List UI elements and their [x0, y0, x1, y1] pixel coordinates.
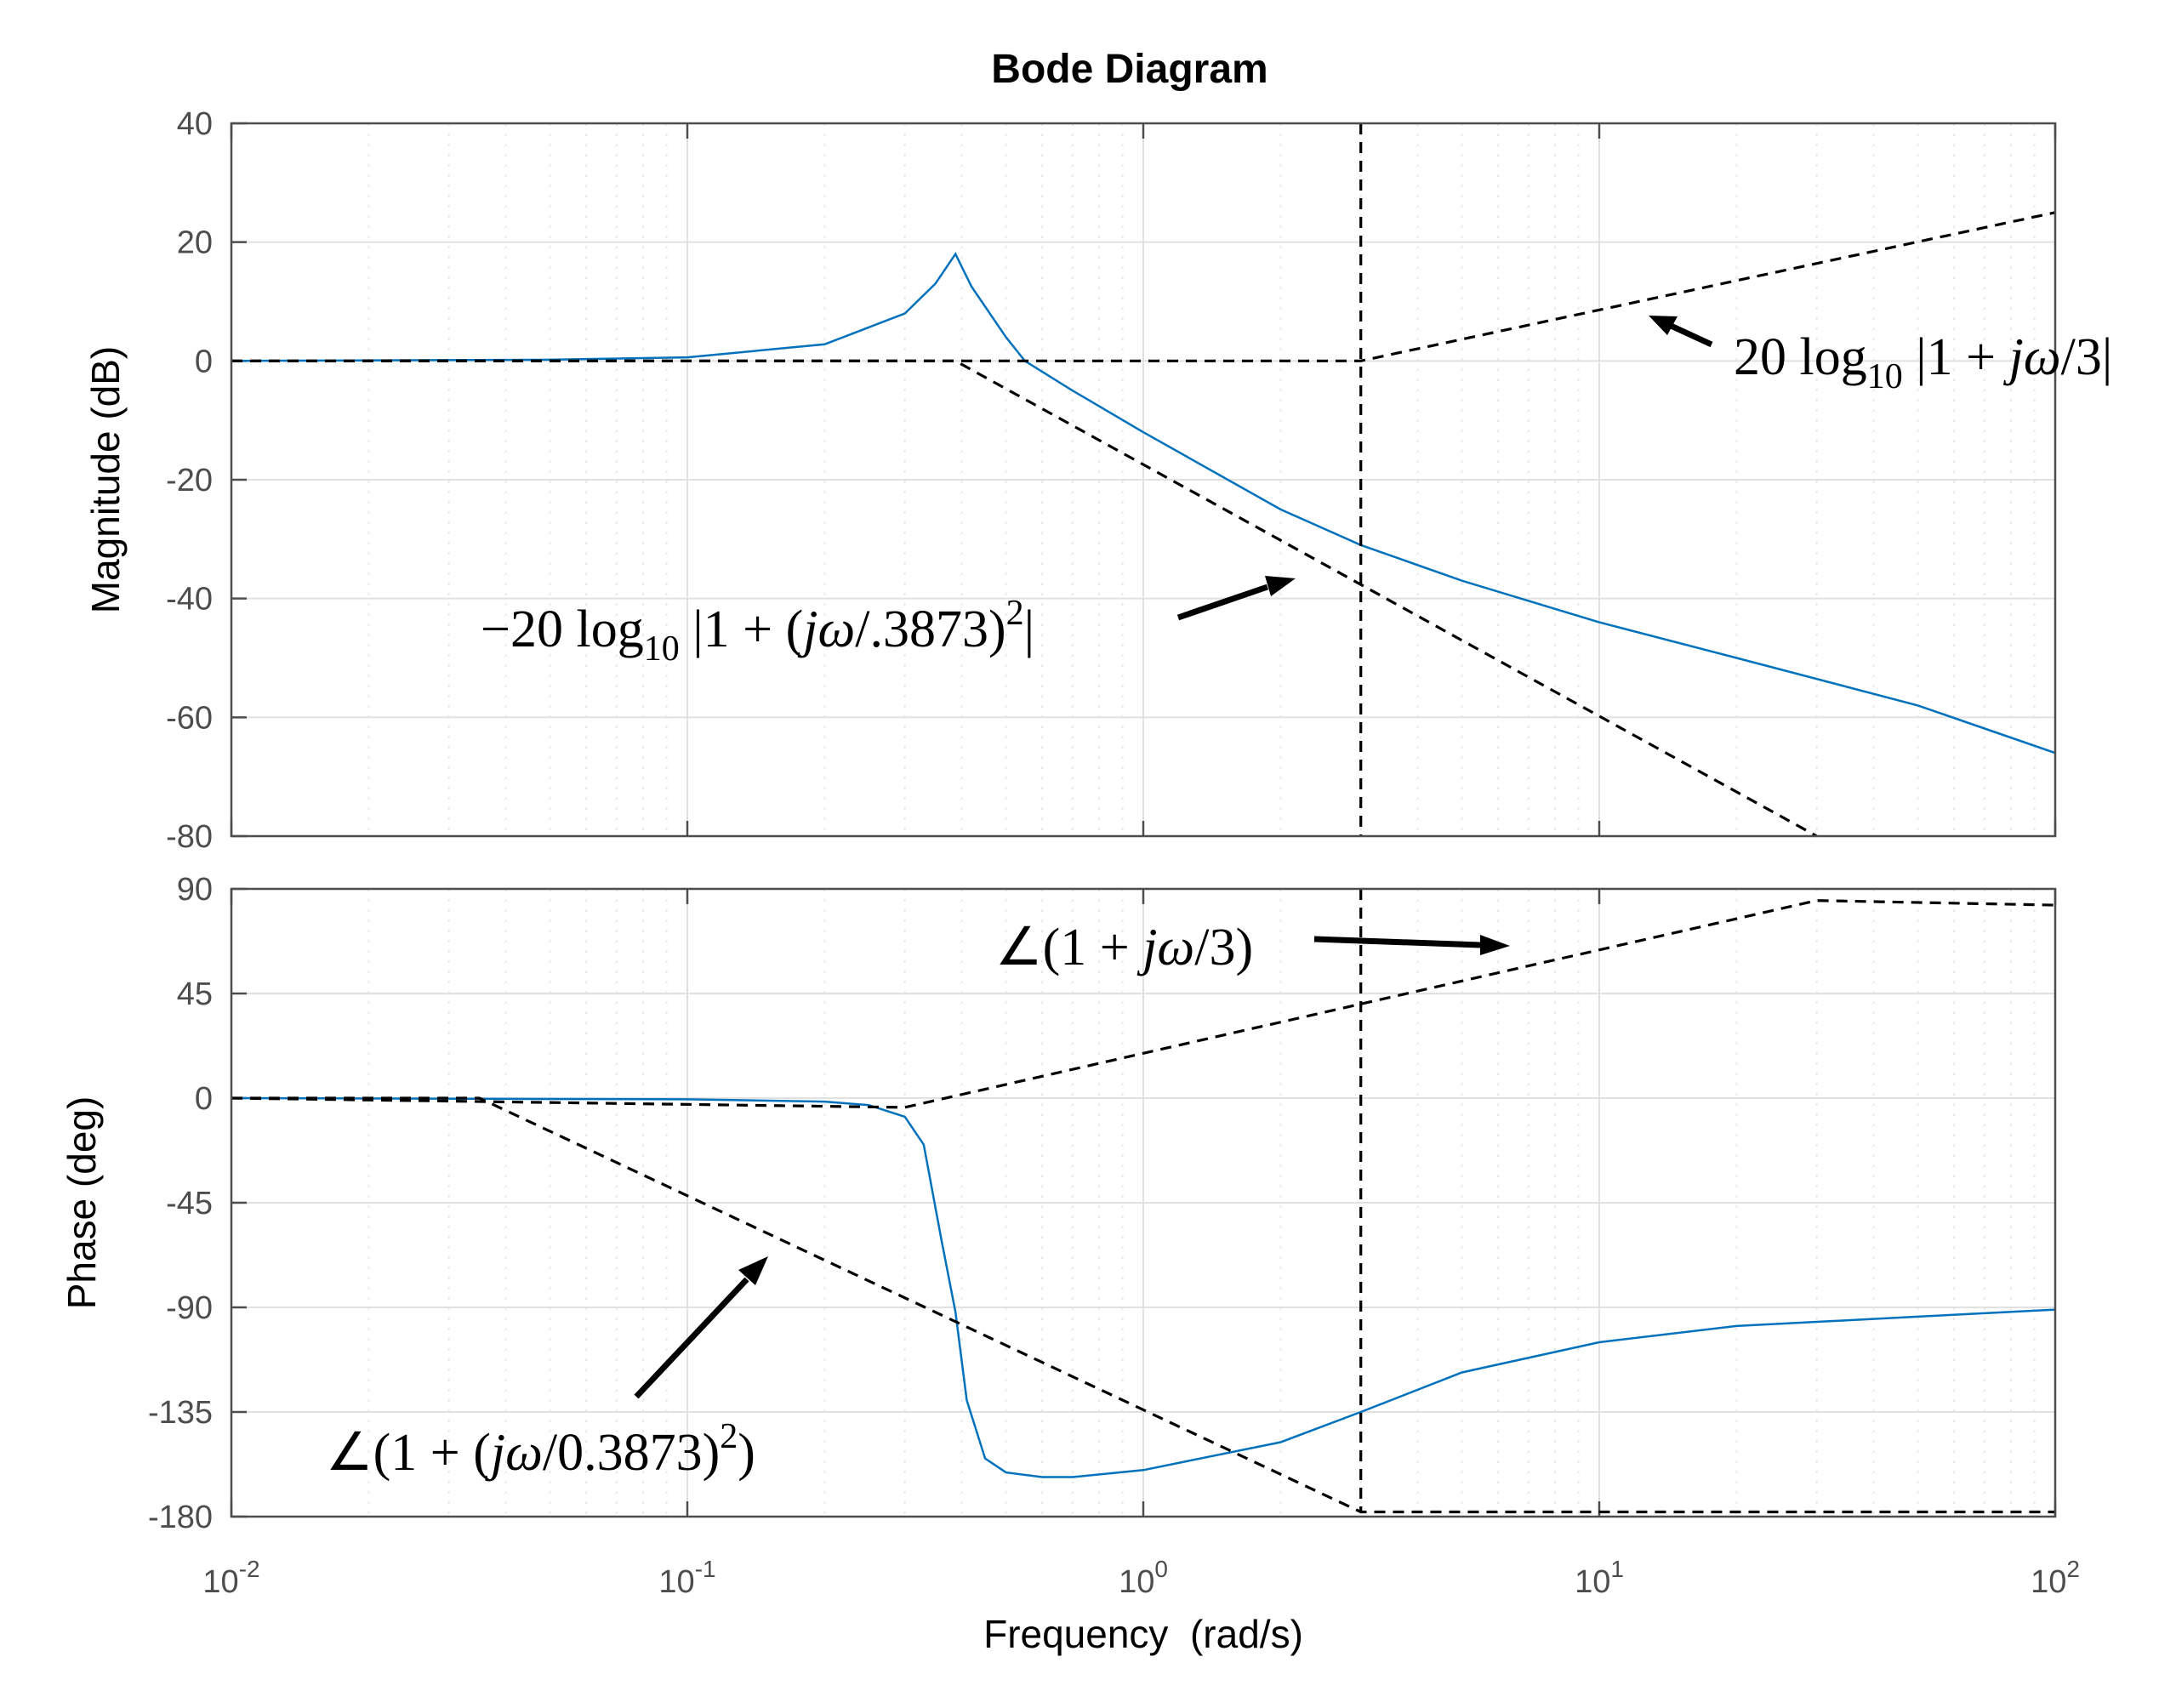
phase-axes-frame: [230, 887, 2057, 1518]
pole-asymptote-arrowhead: [1265, 576, 1296, 596]
magnitude-axes-frame: [230, 122, 2057, 838]
x-axis-label: Frequency (rad/s): [983, 1612, 1303, 1656]
magnitude-y-ticks: 40 20 0 -20 -40 -60 -80: [166, 106, 213, 855]
magnitude-y-tick-label: -60: [166, 700, 213, 736]
magnitude-y-tick-label: -20: [166, 463, 213, 498]
phase-y-tick-label: 90: [177, 872, 213, 908]
magnitude-y-label: Magnitude (dB): [83, 346, 128, 614]
zero-asymptote-arrow: [1667, 322, 1713, 348]
zero-phase-arrowhead: [1480, 935, 1510, 955]
phase-zero-asymptote-line: [231, 899, 2056, 1109]
x-tick-label: 10-1: [658, 1556, 715, 1600]
magnitude-series: [231, 123, 2056, 838]
zero-magnitude-annotation: 20 log10 |1 + jω/3|: [1734, 328, 2112, 396]
x-tick-label: 10-2: [202, 1556, 259, 1600]
pole-phase-arrowhead: [738, 1256, 768, 1285]
phase-y-label: Phase (deg): [60, 1096, 104, 1310]
x-axis-ticks: 10-2 10-1 100 101 102: [202, 1556, 2080, 1600]
phase-plot: 90 45 0 -45 -90 -135 -180 Phase (deg) ∠(1 + jω…: [60, 872, 2057, 1535]
magnitude-y-tick-label: 20: [177, 225, 213, 261]
phase-grid: [230, 887, 2057, 1518]
x-tick-label: 100: [1119, 1556, 1168, 1600]
phase-y-tick-label: -90: [166, 1290, 213, 1326]
zero-phase-annotation: ∠(1 + jω/3): [995, 919, 1253, 976]
phase-pole-asymptote-line: [231, 1096, 2055, 1514]
magnitude-y-tick-label: 40: [177, 106, 213, 142]
pole-phase-annotation: ∠(1 + (jω/0.3873)2): [326, 1417, 755, 1482]
phase-series: [231, 889, 2056, 1514]
zero-asymptote-arrowhead: [1649, 316, 1678, 335]
phase-y-tick-label: -180: [148, 1500, 213, 1535]
chart-title: Bode Diagram: [991, 47, 1267, 92]
x-tick-label: 101: [1575, 1556, 1624, 1600]
x-tick-label: 102: [2031, 1556, 2080, 1600]
pole-magnitude-annotation: −20 log10 |1 + (jω/.3873)2|: [481, 594, 1034, 669]
magnitude-plot: 40 20 0 -20 -40 -60 -80 Magnitude (dB) 20 log1…: [83, 106, 2112, 855]
magnitude-y-tick-label: -80: [166, 819, 213, 855]
phase-y-tick-label: -135: [148, 1395, 213, 1431]
phase-response-line: [231, 1096, 2056, 1478]
pole-asymptote-arrow: [1176, 584, 1269, 621]
magnitude-grid: [230, 122, 2057, 838]
magnitude-y-tick-label: -40: [166, 582, 213, 618]
pole-phase-arrow: [634, 1277, 749, 1399]
magnitude-y-tick-label: 0: [195, 344, 213, 379]
phase-y-tick-label: 45: [177, 976, 213, 1012]
phase-y-tick-label: -45: [166, 1186, 213, 1221]
phase-y-tick-label: 0: [195, 1081, 213, 1117]
zero-phase-arrow: [1313, 936, 1481, 948]
phase-y-ticks: 90 45 0 -45 -90 -135 -180: [148, 872, 213, 1535]
